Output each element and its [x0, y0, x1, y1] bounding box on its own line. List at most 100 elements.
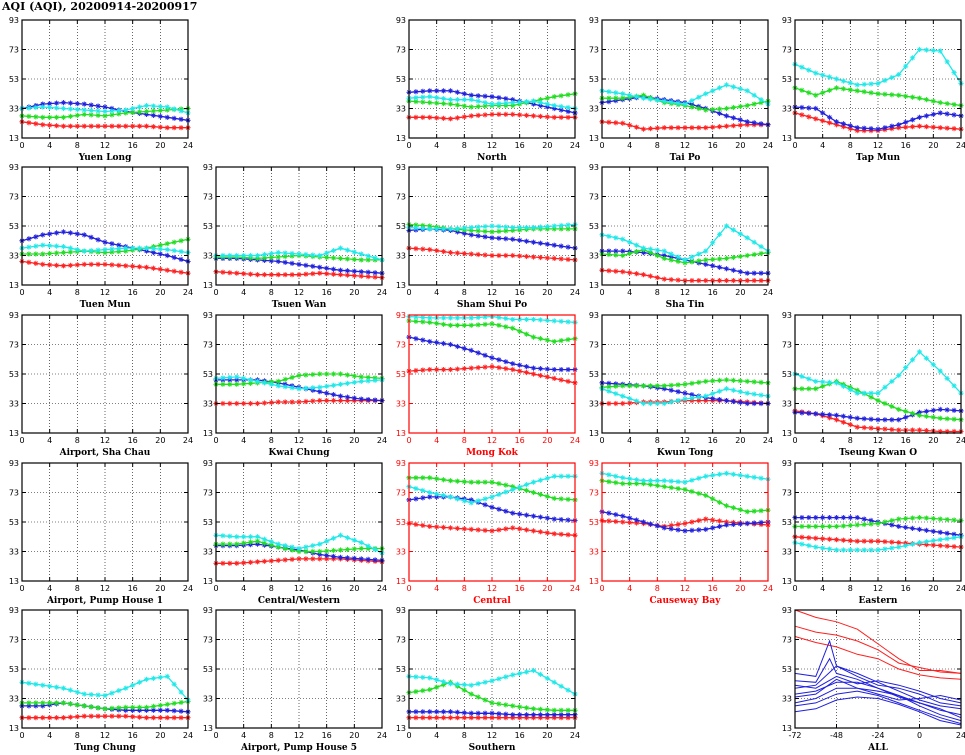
data-point — [468, 232, 474, 238]
data-point — [703, 393, 709, 399]
data-point — [247, 271, 254, 277]
data-point — [330, 547, 337, 554]
series-green — [406, 475, 578, 503]
data-point — [875, 126, 881, 132]
y-tick-label: 73 — [782, 46, 792, 55]
data-point — [427, 88, 433, 94]
data-point — [530, 224, 537, 231]
data-point — [517, 715, 523, 721]
data-point — [537, 706, 544, 712]
data-point — [289, 385, 295, 391]
data-point — [620, 248, 626, 254]
data-point — [854, 88, 860, 94]
data-point — [820, 118, 826, 124]
series-cyan — [792, 46, 964, 88]
data-point — [130, 714, 136, 720]
x-tick-label: 20 — [542, 436, 552, 445]
data-point — [854, 82, 860, 88]
data-point — [420, 688, 426, 694]
data-point — [813, 386, 819, 392]
data-point — [268, 542, 274, 548]
data-point — [220, 560, 226, 566]
data-point — [820, 536, 826, 542]
data-point — [461, 250, 467, 257]
data-point — [440, 524, 447, 531]
data-point — [475, 251, 481, 258]
data-point — [647, 273, 654, 279]
data-point — [530, 706, 537, 712]
data-point — [744, 88, 750, 94]
data-point — [26, 680, 32, 686]
data-point — [806, 114, 812, 120]
data-point — [123, 245, 129, 251]
series-green — [406, 679, 578, 713]
data-point — [896, 544, 902, 550]
data-point — [310, 556, 316, 562]
x-tick-label: 0 — [406, 436, 411, 445]
y-tick-label: 93 — [203, 459, 213, 468]
data-point — [81, 261, 87, 267]
data-point — [496, 527, 502, 533]
data-point — [951, 70, 957, 76]
data-point — [613, 120, 619, 126]
data-point — [317, 551, 323, 558]
y-tick-label: 73 — [9, 193, 19, 202]
data-point — [150, 675, 157, 681]
y-tick-label: 53 — [396, 665, 406, 674]
data-point — [903, 63, 909, 69]
data-point — [337, 371, 344, 377]
data-point — [475, 224, 481, 230]
data-point — [896, 71, 902, 78]
data-point — [889, 539, 895, 545]
data-point — [544, 255, 550, 261]
data-point — [661, 478, 667, 484]
data-point — [537, 240, 544, 246]
x-tick-label: 24 — [570, 288, 580, 297]
data-point — [475, 98, 481, 104]
data-point — [682, 381, 688, 387]
data-point — [620, 252, 626, 259]
data-point — [661, 400, 667, 407]
data-point — [517, 112, 523, 118]
y-tick-label: 53 — [9, 222, 19, 231]
data-point — [475, 103, 481, 110]
data-point — [633, 517, 640, 523]
data-point — [454, 250, 461, 256]
series-blue — [794, 639, 962, 710]
data-point — [633, 94, 640, 100]
data-point — [447, 322, 454, 328]
data-point — [475, 479, 481, 485]
data-point — [909, 117, 916, 123]
data-point — [74, 123, 80, 129]
data-point — [40, 242, 46, 248]
data-point — [116, 705, 122, 711]
data-point — [799, 386, 805, 392]
data-point — [937, 428, 943, 435]
data-point — [606, 472, 612, 478]
data-point — [330, 266, 337, 272]
y-tick-label: 13 — [203, 281, 213, 290]
y-tick-label: 13 — [396, 281, 406, 290]
data-point — [813, 535, 819, 541]
data-point — [317, 548, 323, 555]
x-tick-label: 0 — [792, 436, 797, 445]
data-point — [234, 252, 240, 259]
data-point — [413, 318, 419, 324]
data-point — [227, 252, 233, 259]
data-point — [150, 703, 157, 709]
data-point — [468, 92, 474, 98]
x-tick-label: 0 — [792, 584, 797, 593]
data-point — [33, 700, 39, 706]
y-tick-label: 53 — [782, 518, 792, 527]
data-point — [847, 123, 853, 129]
data-point — [909, 541, 916, 547]
x-tick-label: 20 — [155, 288, 165, 297]
data-point — [88, 107, 94, 114]
data-point — [254, 534, 261, 540]
x-tick-label: 0 — [599, 141, 604, 150]
series-cyan — [213, 532, 385, 556]
data-point — [861, 547, 867, 553]
data-point — [840, 523, 847, 529]
data-point — [751, 508, 757, 514]
data-point — [427, 687, 433, 693]
